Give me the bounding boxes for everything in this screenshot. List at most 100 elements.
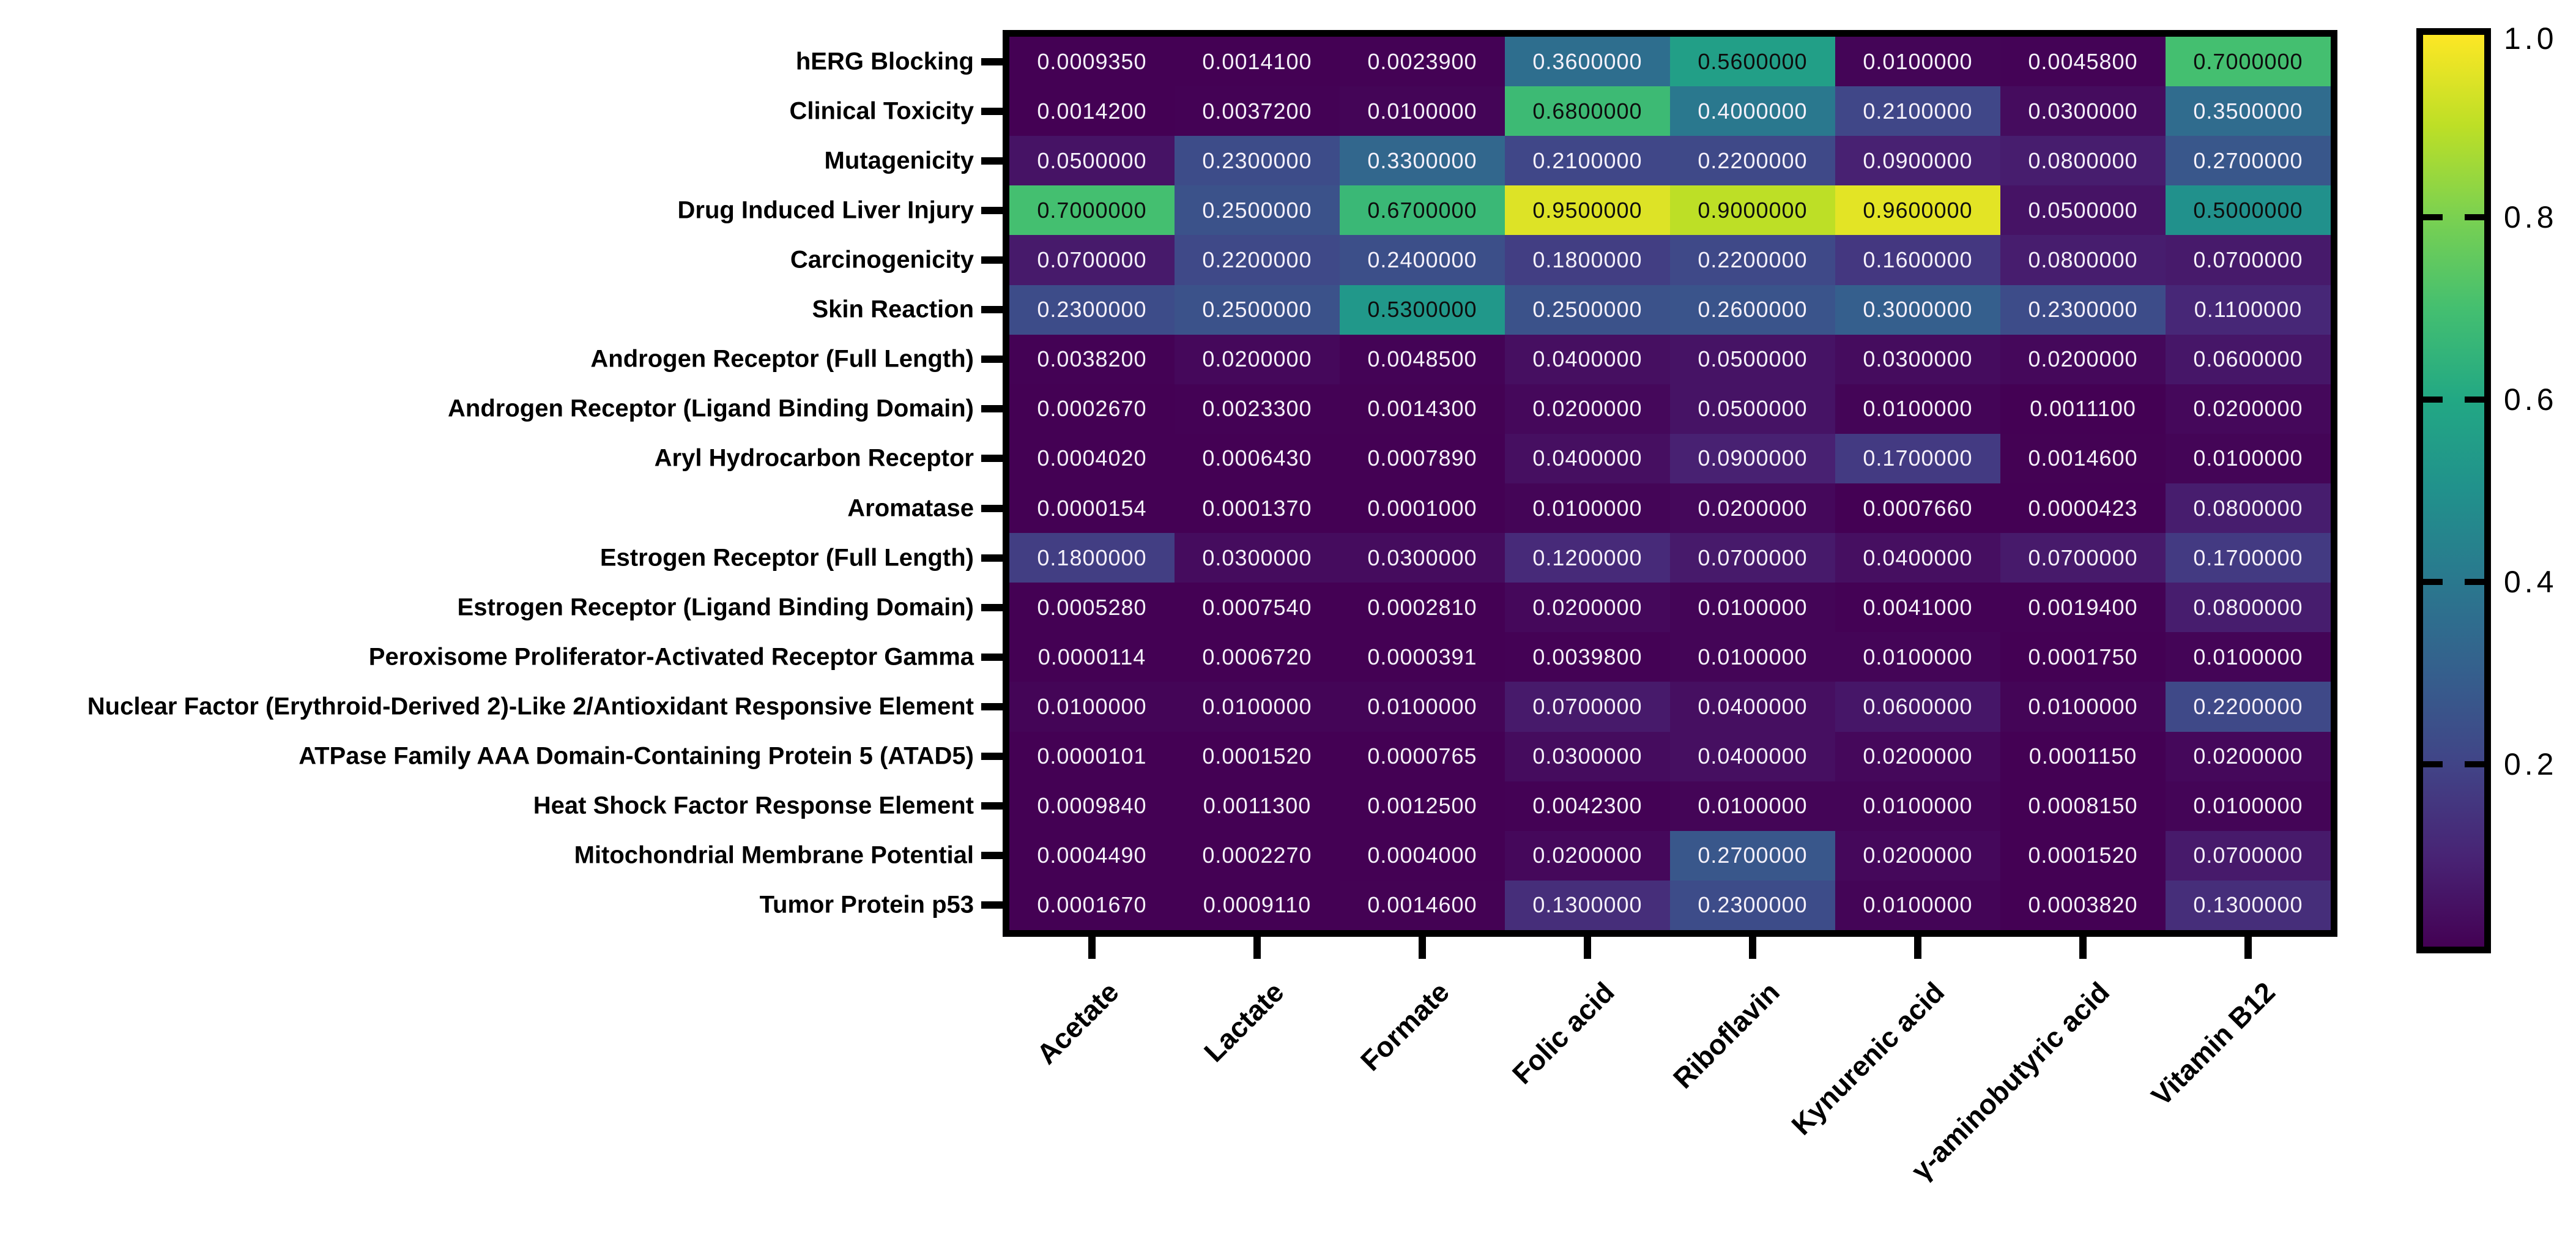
row-tick-mark: [981, 206, 1003, 214]
heatmap-cell: 0.0006720: [1175, 632, 1340, 682]
heatmap-cell: 0.0100000: [1835, 880, 2000, 930]
heatmap-cell: 0.0700000: [1505, 682, 1670, 732]
heatmap-cell: 0.0500000: [2000, 185, 2166, 236]
colorbar-tick-label: 0.4: [2504, 565, 2558, 599]
heatmap-cell: 0.0038200: [1009, 334, 1175, 384]
row-tick-mark: [981, 455, 1003, 463]
heatmap-cell: 0.0700000: [2166, 235, 2331, 285]
heatmap-cell: 0.6700000: [1340, 185, 1505, 236]
row-label: Estrogen Receptor (Ligand Binding Domain…: [457, 594, 974, 621]
heatmap-cell: 0.0200000: [1670, 483, 1835, 534]
heatmap-cell: 0.0014600: [2000, 433, 2166, 483]
row-tick-mark: [981, 554, 1003, 562]
heatmap-cell: 0.0004000: [1340, 830, 1505, 881]
heatmap-cell: 0.0011100: [2000, 384, 2166, 434]
heatmap-cell: 0.0100000: [1009, 682, 1175, 732]
column-label: Formate: [1354, 975, 1455, 1077]
heatmap-cell: 0.0200000: [2166, 384, 2331, 434]
heatmap-cell: 0.0800000: [2000, 136, 2166, 186]
heatmap-cell: 0.3600000: [1505, 37, 1670, 87]
row-label: Mutagenicity: [824, 147, 974, 174]
heatmap-cell: 0.1600000: [1835, 235, 2000, 285]
heatmap-cell: 0.7000000: [2166, 37, 2331, 87]
row-tick-mark: [981, 802, 1003, 810]
row-label: Nuclear Factor (Erythroid-Derived 2)-Lik…: [87, 693, 974, 720]
heatmap-cell: 0.2200000: [2166, 682, 2331, 732]
row-label: Carcinogenicity: [790, 246, 974, 274]
heatmap-cell: 0.0200000: [1835, 731, 2000, 781]
heatmap-cell: 0.2100000: [1505, 136, 1670, 186]
heatmap-cell: 0.1300000: [2166, 880, 2331, 930]
heatmap-cell: 0.2300000: [1175, 136, 1340, 186]
heatmap-cell: 0.0500000: [1670, 334, 1835, 384]
heatmap-cell: 0.5300000: [1340, 285, 1505, 335]
heatmap-cell: 0.0100000: [1505, 483, 1670, 534]
heatmap-cell: 0.0100000: [1670, 583, 1835, 633]
heatmap-cell: 0.6800000: [1505, 86, 1670, 136]
colorbar-tick-label: 0.8: [2504, 200, 2558, 234]
heatmap-cell: 0.0023300: [1175, 384, 1340, 434]
heatmap-cell: 0.0000154: [1009, 483, 1175, 534]
heatmap-cell: 0.0009350: [1009, 37, 1175, 87]
colorbar: [2416, 28, 2491, 953]
heatmap-cell: 0.0200000: [1505, 583, 1670, 633]
heatmap-cell: 0.0300000: [1835, 334, 2000, 384]
heatmap-cell: 0.5000000: [2166, 185, 2331, 236]
heatmap-cell: 0.2200000: [1670, 136, 1835, 186]
heatmap-cell: 0.0200000: [2000, 334, 2166, 384]
heatmap-cell: 0.0000114: [1009, 632, 1175, 682]
heatmap-cell: 0.0100000: [1835, 37, 2000, 87]
row-tick-mark: [981, 852, 1003, 860]
heatmap-cell: 0.0100000: [2000, 682, 2166, 732]
heatmap-cell: 0.0000423: [2000, 483, 2166, 534]
heatmap-cell: 0.2300000: [2000, 285, 2166, 335]
heatmap-cell: 0.0014300: [1340, 384, 1505, 434]
column-label: Vitamin B12: [2145, 975, 2281, 1112]
heatmap-cell: 0.3500000: [2166, 86, 2331, 136]
heatmap-cell: 0.0004020: [1009, 433, 1175, 483]
heatmap-cell: 0.0300000: [1175, 533, 1340, 583]
colorbar-tick-mark: [2465, 397, 2484, 403]
heatmap-cell: 0.0023900: [1340, 37, 1505, 87]
heatmap-cell: 0.2600000: [1670, 285, 1835, 335]
column-label: Kynurenic acid: [1785, 975, 1951, 1141]
column-label: Lactate: [1197, 975, 1290, 1068]
heatmap-cell: 0.0400000: [1835, 533, 2000, 583]
heatmap-cell: 0.0041000: [1835, 583, 2000, 633]
heatmap-cell: 0.0039800: [1505, 632, 1670, 682]
colorbar-tick-mark: [2465, 214, 2484, 220]
row-tick-mark: [981, 107, 1003, 115]
heatmap-cell: 0.0800000: [2000, 235, 2166, 285]
row-label: Heat Shock Factor Response Element: [533, 792, 974, 819]
row-tick-mark: [981, 901, 1003, 909]
row-label: Androgen Receptor (Ligand Binding Domain…: [448, 395, 974, 422]
row-label: Androgen Receptor (Full Length): [590, 345, 974, 373]
heatmap-cell: 0.0300000: [1340, 533, 1505, 583]
heatmap-cell: 0.0001670: [1009, 880, 1175, 930]
heatmap-cell: 0.0300000: [1505, 731, 1670, 781]
heatmap-cell: 0.0100000: [1835, 781, 2000, 831]
heatmap-cell: 0.0600000: [2166, 334, 2331, 384]
heatmap-cell: 0.9600000: [1835, 185, 2000, 236]
heatmap-grid: 0.0009350 0.0014100 0.0023900 0.3600000 0.56…: [1003, 30, 2337, 937]
heatmap-cell: 0.1700000: [2166, 533, 2331, 583]
column-tick-mark: [1749, 937, 1756, 959]
colorbar-tick-label: 0.6: [2504, 382, 2558, 417]
heatmap-cell: 0.0800000: [2166, 483, 2331, 534]
heatmap-cell: 0.0048500: [1340, 334, 1505, 384]
heatmap-cell: 0.2700000: [1670, 830, 1835, 881]
heatmap-cell: 0.0001370: [1175, 483, 1340, 534]
heatmap-cell: 0.0011300: [1175, 781, 1340, 831]
heatmap-cell: 0.5600000: [1670, 37, 1835, 87]
column-tick-mark: [1914, 937, 1921, 959]
heatmap-cell: 0.2700000: [2166, 136, 2331, 186]
heatmap-cell: 0.0100000: [1340, 682, 1505, 732]
heatmap-cell: 0.2300000: [1009, 285, 1175, 335]
heatmap-cell: 0.0200000: [1505, 384, 1670, 434]
column-tick-mark: [1253, 937, 1261, 959]
heatmap-cell: 0.0100000: [1175, 682, 1340, 732]
heatmap-cell: 0.0100000: [2166, 632, 2331, 682]
heatmap-cell: 0.0001000: [1340, 483, 1505, 534]
column-label: Acetate: [1030, 975, 1125, 1070]
heatmap-cell: 0.0007660: [1835, 483, 2000, 534]
